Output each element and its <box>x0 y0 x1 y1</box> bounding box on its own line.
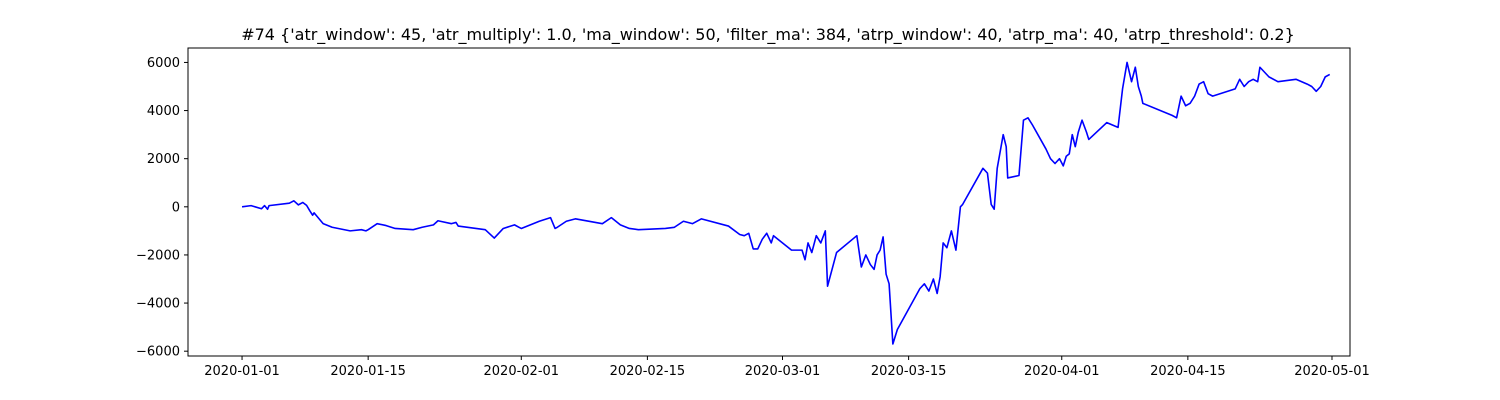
x-tick-label-5: 2020-03-15 <box>871 364 947 379</box>
y-tick-label-2: −2000 <box>136 248 180 263</box>
y-tick-label-5: 4000 <box>147 104 180 119</box>
x-tick-label-4: 2020-03-01 <box>745 364 821 379</box>
axes-frame <box>187 47 1351 357</box>
x-tick-label-2: 2020-02-01 <box>484 364 560 379</box>
y-tick-label-6: 6000 <box>147 56 180 71</box>
y-tick-label-3: 0 <box>172 200 180 215</box>
x-tick-label-1: 2020-01-15 <box>330 364 406 379</box>
x-tick-label-3: 2020-02-15 <box>610 364 686 379</box>
plot-area <box>241 61 1331 345</box>
x-tick-label-7: 2020-04-15 <box>1150 364 1226 379</box>
y-tick-label-0: −6000 <box>136 345 180 360</box>
chart-title: #74 {'atr_window': 45, 'atr_multiply': 1… <box>241 25 1295 45</box>
y-tick-label-1: −4000 <box>136 297 180 312</box>
x-tick-label-8: 2020-05-01 <box>1294 364 1370 379</box>
x-axis: 2020-01-01 2020-01-15 2020-02-01 2020-02-15… <box>204 356 1370 379</box>
y-axis: −6000 −4000 −2000 0 2000 4000 6000 <box>136 56 188 360</box>
series-line-0 <box>241 61 1331 345</box>
x-tick-label-0: 2020-01-01 <box>204 364 280 379</box>
x-tick-label-6: 2020-04-01 <box>1024 364 1100 379</box>
y-tick-label-4: 2000 <box>147 152 180 167</box>
